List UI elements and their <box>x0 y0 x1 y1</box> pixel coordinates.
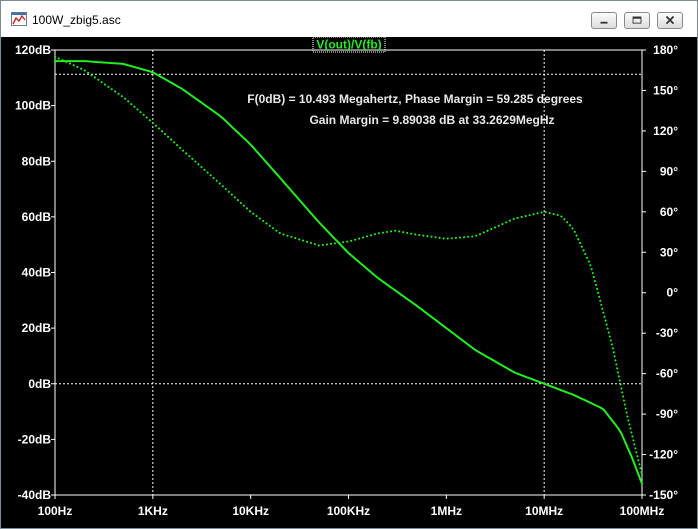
y-left-tick-label: 0dB <box>28 377 51 391</box>
close-icon <box>665 15 675 25</box>
phase-trace <box>54 55 643 476</box>
y-left-tick-label: 120dB <box>15 43 51 57</box>
y-left-tick-label: 20dB <box>22 321 52 335</box>
y-right-tick-label: 30° <box>660 245 678 259</box>
maximize-icon <box>632 16 642 24</box>
y-right-tick-label: -90° <box>656 407 678 421</box>
x-tick-label: 1MHz <box>431 504 462 518</box>
y-left-tick-label: 40dB <box>22 266 52 280</box>
y-right-tick-label: -60° <box>656 367 678 381</box>
x-tick-label: 10KHz <box>232 504 269 518</box>
annotation-gain-margin: Gain Margin = 9.89038 dB at 33.2629MegHz <box>309 113 554 127</box>
window-title: 100W_zbig5.asc <box>32 13 121 27</box>
y-right-tick-label: -120° <box>649 448 678 462</box>
plot-pane[interactable] <box>1 37 697 528</box>
tick-labels-layer: 100Hz 1KHz 10KHz 100KHz 1MHz 10MHz 100MHz 120dB… <box>15 43 678 518</box>
y-left-tick-label: 60dB <box>22 210 52 224</box>
y-left-tick-label: -20dB <box>18 432 52 446</box>
close-button[interactable] <box>657 12 683 29</box>
y-left-tick-label: 80dB <box>22 154 52 168</box>
y-right-tick-label: 180° <box>653 43 678 57</box>
y-right-tick-label: 0° <box>667 286 679 300</box>
y-left-tick-label: 100dB <box>15 99 51 113</box>
annotation-phase-margin: F(0dB) = 10.493 Megahertz, Phase Margin … <box>247 92 583 106</box>
y-right-tick-label: 120° <box>653 124 678 138</box>
bode-plot[interactable]: 100Hz 1KHz 10KHz 100KHz 1MHz 10MHz 100MHz 120dB… <box>1 37 697 528</box>
y-right-tick-label: 90° <box>660 164 678 178</box>
x-tick-label: 100Hz <box>38 504 73 518</box>
x-tick-label: 100KHz <box>327 504 370 518</box>
maximize-button[interactable] <box>624 12 650 29</box>
magnitude-trace <box>54 60 643 485</box>
x-tick-label: 100MHz <box>620 504 665 518</box>
minimize-button[interactable] <box>591 12 617 29</box>
traces-layer <box>54 55 643 485</box>
x-tick-label: 1KHz <box>138 504 168 518</box>
trace-title-box[interactable]: V(out)/V(fb) <box>312 37 386 53</box>
y-left-tick-label: -40dB <box>18 488 52 502</box>
minimize-icon <box>600 21 608 24</box>
y-right-tick-label: -150° <box>649 488 678 502</box>
y-right-tick-label: 60° <box>660 205 678 219</box>
chart-title[interactable]: V(out)/V(fb) <box>316 38 381 52</box>
title-bar[interactable]: 100W_zbig5.asc <box>1 1 697 37</box>
waveform-icon <box>11 12 27 26</box>
y-right-tick-label: -30° <box>656 326 678 340</box>
x-tick-label: 10MHz <box>525 504 563 518</box>
y-right-tick-label: 150° <box>653 83 678 97</box>
